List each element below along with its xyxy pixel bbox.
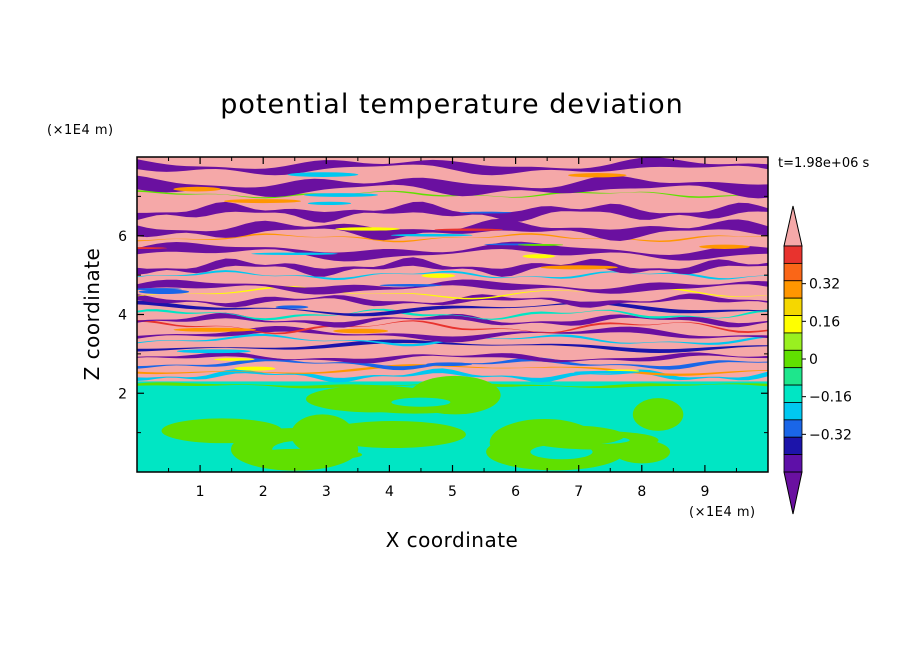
front-fringe [173, 327, 257, 332]
front-fringe [459, 211, 512, 214]
y-unit-label: (×1E4 m) [47, 123, 114, 138]
colorbar-label: 0.16 [809, 314, 840, 330]
x-tick-label: 5 [448, 484, 457, 500]
colorbar-swatch [783, 245, 803, 264]
stratified-layer [137, 364, 768, 376]
stratified-layer [137, 368, 768, 383]
field-bands [137, 157, 768, 472]
front-fringe [307, 201, 352, 205]
x-tick-label: 4 [385, 484, 394, 500]
stratified-layer [137, 257, 768, 277]
colorbar-label: 0.32 [809, 277, 840, 293]
y-axis-title: Z coordinate [80, 248, 104, 381]
front-fringe [699, 244, 750, 249]
stratified-layer [137, 312, 768, 328]
stratified-layer [137, 201, 768, 223]
colorbar-swatch [783, 384, 803, 403]
stratified-layer [137, 339, 768, 353]
x-ticks: 1 2 3 4 5 6 7 8 9 [168, 157, 737, 500]
front-fringe [522, 254, 556, 259]
front-fringe [426, 362, 472, 366]
colorbar-under-triangle [783, 471, 803, 515]
stratified-layer [137, 157, 768, 176]
stratified-layer [137, 279, 768, 295]
front-fringe [568, 173, 627, 178]
stratified-layer [137, 270, 768, 280]
front-fringe [287, 172, 359, 177]
chart-title: potential temperature deviation [220, 89, 683, 120]
front-fringe [137, 247, 167, 250]
front-fringe [517, 243, 564, 246]
front-fringe [379, 284, 442, 287]
x-axis-title: X coordinate [386, 528, 519, 552]
colorbar-label: −0.32 [809, 427, 852, 443]
front-fringe [176, 349, 251, 354]
colorbar-swatch [783, 436, 803, 456]
stratified-layer [137, 175, 768, 199]
y-tick-label: 2 [118, 386, 127, 402]
front-fringe [434, 228, 503, 231]
colorbar-swatch [783, 454, 803, 473]
colorbar-swatch [783, 402, 803, 421]
front-fringe [333, 328, 389, 334]
colorbar: 0.32 0.16 0 −0.16 −0.32 [783, 205, 852, 515]
convective-blob [614, 440, 671, 464]
stratified-layer [137, 241, 768, 262]
front-fringe [540, 265, 618, 270]
contour-field [137, 157, 768, 472]
convective-blob [507, 425, 625, 447]
stratified-layer [137, 293, 768, 308]
colorbar-swatch [783, 315, 803, 334]
front-fringe [275, 305, 309, 309]
colorbar-swatch [783, 332, 803, 351]
colorbar-swatch [783, 280, 803, 299]
x-tick-label: 1 [196, 484, 205, 500]
x-tick-label: 7 [574, 484, 583, 500]
colorbar-swatch [783, 297, 803, 316]
front-fringe [303, 193, 379, 197]
convective-blob [320, 420, 466, 449]
convective-blob [632, 398, 684, 431]
front-fringe [173, 186, 221, 192]
colorbar-swatch [783, 349, 803, 369]
stratified-layer [137, 326, 768, 343]
colorbar-label: 0 [809, 352, 818, 368]
x-unit-label: (×1E4 m) [689, 505, 756, 520]
stratified-layer [137, 218, 768, 241]
colorbar-label: −0.16 [809, 390, 852, 406]
front-fringe [234, 366, 276, 371]
convective-blob [291, 414, 354, 455]
stratified-layer [137, 351, 768, 364]
x-tick-label: 8 [637, 484, 646, 500]
front-fringe [213, 358, 255, 361]
stratified-layer [137, 320, 768, 335]
x-tick-label: 9 [700, 484, 709, 500]
front-fringe [223, 199, 302, 204]
colorbar-over-triangle [783, 205, 803, 247]
stratified-layer [137, 233, 768, 243]
y-ticks: 2 4 6 [118, 195, 768, 434]
front-fringe [137, 288, 182, 291]
front-fringe [390, 233, 473, 237]
colorbar-swatch [783, 419, 803, 438]
colorbar-swatch [783, 262, 803, 282]
y-tick-label: 6 [118, 229, 127, 245]
front-fringe [421, 273, 456, 278]
front-fringe [138, 289, 190, 294]
front-fringe [251, 252, 338, 255]
y-tick-label: 4 [118, 308, 127, 324]
front-fringe [335, 227, 400, 231]
stratified-layer [137, 190, 768, 199]
x-tick-label: 3 [322, 484, 331, 500]
x-tick-label: 2 [259, 484, 268, 500]
x-tick-label: 6 [511, 484, 520, 500]
time-label: t=1.98e+06 s [778, 156, 870, 171]
convective-blob [161, 418, 283, 444]
interface-band [137, 382, 768, 389]
front-fringe [573, 370, 641, 374]
convective-blob-core [391, 397, 451, 407]
colorbar-swatch [783, 367, 803, 386]
